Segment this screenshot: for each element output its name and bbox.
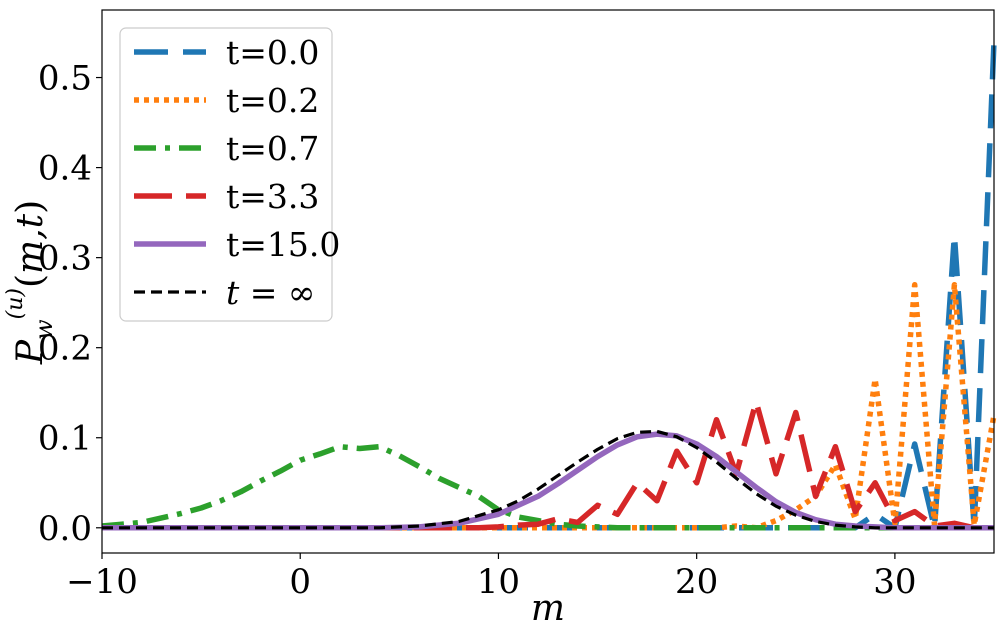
y-axis-ticks: 0.0 0.1 0.2 0.3 0.4 0.5 [38,59,102,549]
y-tick-label: 0.2 [38,329,92,369]
legend-label-2: t=0.7 [226,129,319,168]
y-tick-label: 0.0 [38,509,92,549]
legend: t=0.0 t=0.2 t=0.7 t=3.3 t=15.0 t = ∞ [119,27,340,322]
x-axis-ticks: −10 0 10 20 30 [66,553,917,602]
plot-frame [101,9,995,554]
y-axis-label: Pw(u)(m,t) [3,200,58,365]
x-tick-label: 0 [289,562,311,602]
series-line-2 [101,443,994,531]
series-line-3 [102,398,994,531]
x-tick-label: 10 [477,562,520,602]
legend-label-1: t=0.2 [226,81,319,120]
series-line-1 [102,281,997,531]
x-tick-label: 30 [873,562,916,602]
y-tick-label: 0.1 [38,419,92,459]
y-tick-label: 0.4 [38,149,92,189]
legend-label-5: t = ∞ [226,273,315,312]
legend-box [119,27,333,322]
y-tick-label: 0.3 [38,239,92,279]
series-line-5 [102,429,994,530]
plot-lines [101,41,997,531]
legend-label-3: t=3.3 [226,177,319,216]
svg-text:Pw(u)(m,t): Pw(u)(m,t) [3,200,58,365]
x-axis-label: m [531,588,565,629]
legend-label-0: t=0.0 [226,33,319,72]
y-tick-label: 0.5 [38,59,92,99]
legend-label-4: t=15.0 [226,225,340,264]
x-tick-label: −10 [66,562,138,602]
x-tick-label: 20 [675,562,718,602]
